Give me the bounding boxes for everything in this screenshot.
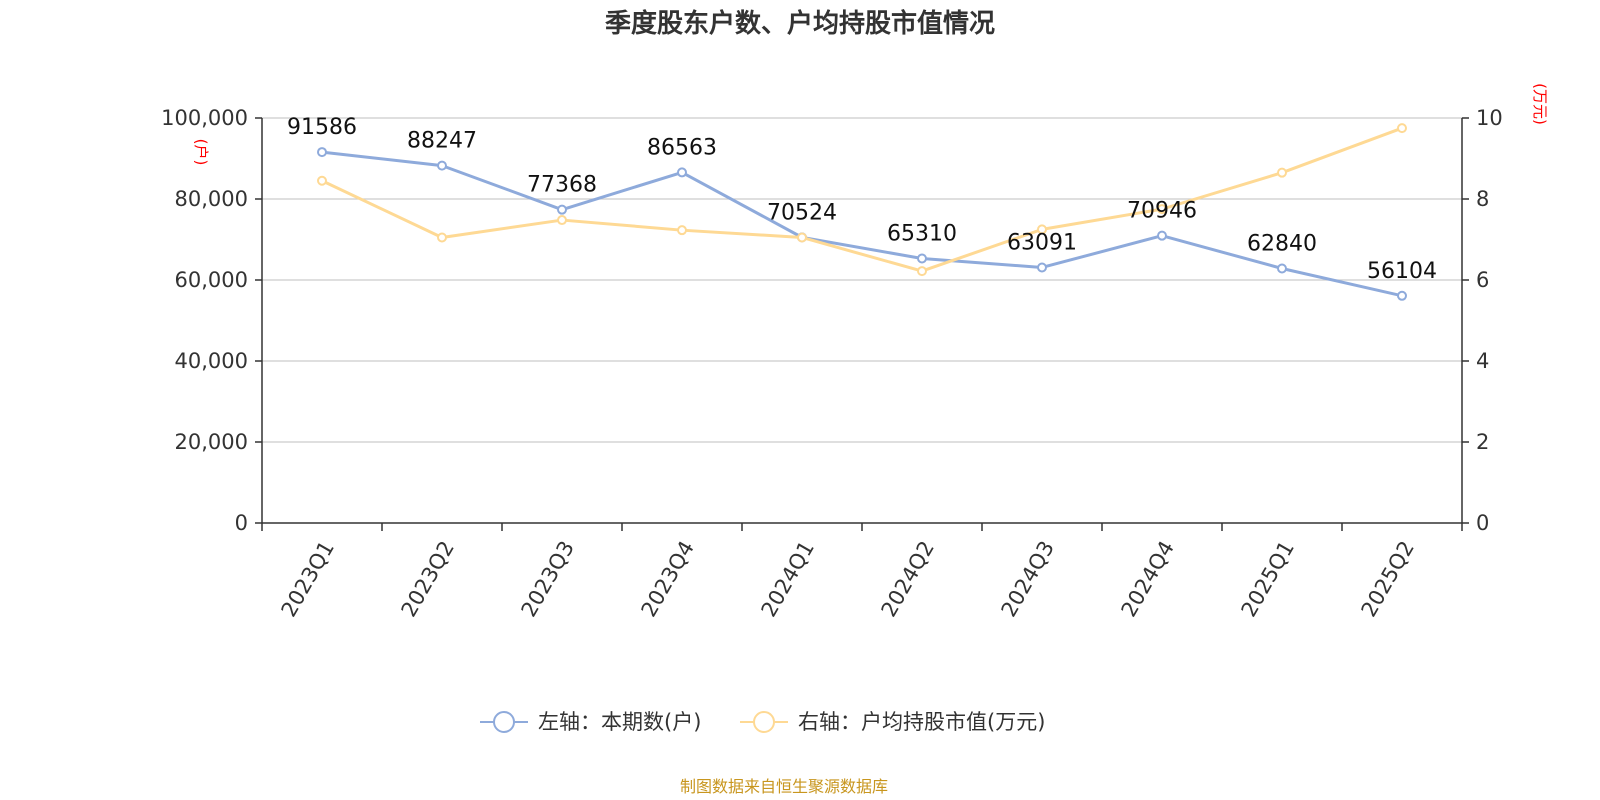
right-tick-label: 10 (1476, 106, 1503, 130)
legend[interactable]: 左轴：本期数(户) 右轴：户均持股市值(万元) (480, 710, 1045, 734)
right-axis-unit: (万元) (1531, 83, 1549, 125)
x-tick-label: 2023Q3 (517, 537, 579, 621)
legend-label: 左轴：本期数(户) (538, 710, 701, 734)
data-point[interactable] (1037, 262, 1047, 273)
data-label: 70946 (1127, 199, 1197, 224)
data-label: 70524 (767, 200, 837, 225)
series-path (321, 150, 1403, 298)
data-label: 62840 (1247, 231, 1317, 256)
chart-title: 季度股东户数、户均持股市值情况 (605, 8, 995, 39)
x-tick-label: 2025Q1 (1237, 537, 1299, 621)
legend-marker (493, 711, 515, 733)
right-tick-label: 0 (1476, 511, 1489, 535)
data-point[interactable] (1157, 204, 1167, 215)
data-point[interactable] (437, 232, 447, 243)
legend-label: 右轴：户均持股市值(万元) (798, 710, 1045, 734)
data-point[interactable] (917, 253, 927, 264)
data-point[interactable] (917, 266, 927, 277)
data-point[interactable] (557, 204, 567, 215)
x-tick-label: 2024Q4 (1117, 537, 1179, 621)
right-tick-label: 6 (1476, 268, 1489, 292)
left-tick-label: 80,000 (175, 187, 248, 211)
legend-marker (753, 711, 775, 733)
x-tick-label: 2024Q3 (997, 537, 1059, 621)
data-point[interactable] (797, 232, 807, 243)
data-label: 91586 (287, 115, 357, 140)
data-point[interactable] (1397, 290, 1407, 301)
data-labels: 91586 88247 77368 86563 70524 65310 63091 70946… (287, 115, 1437, 284)
data-label: 56104 (1367, 259, 1437, 284)
data-point[interactable] (437, 160, 447, 171)
data-point[interactable] (1277, 167, 1287, 178)
data-label: 63091 (1007, 230, 1077, 255)
x-tick-label: 2024Q1 (757, 537, 819, 621)
right-tick-label: 2 (1476, 430, 1489, 454)
data-point[interactable] (677, 167, 687, 178)
data-label: 88247 (407, 129, 477, 154)
x-tick-label: 2025Q2 (1357, 537, 1419, 621)
axes: 0 0 20,000 2 40,000 4 60,000 6 80,000 8 100,000 10 2… (161, 83, 1549, 621)
data-point[interactable] (317, 147, 327, 158)
left-tick-label: 20,000 (175, 430, 248, 454)
x-tick-label: 2023Q4 (637, 537, 699, 621)
data-point[interactable] (1277, 263, 1287, 274)
right-tick-label: 4 (1476, 349, 1489, 373)
source-note: 制图数据来自恒生聚源数据库 (680, 777, 888, 796)
x-tick-label: 2023Q1 (277, 537, 339, 621)
right-tick-label: 8 (1476, 187, 1489, 211)
data-point[interactable] (1037, 224, 1047, 235)
data-point[interactable] (677, 225, 687, 236)
data-point[interactable] (1157, 230, 1167, 241)
left-series-line (317, 147, 1407, 301)
series-path (321, 126, 1403, 273)
data-label: 86563 (647, 135, 717, 160)
data-label: 77368 (527, 173, 597, 198)
data-label: 65310 (887, 221, 957, 246)
data-point[interactable] (317, 175, 327, 186)
x-tick-label: 2024Q2 (877, 537, 939, 621)
data-point[interactable] (1397, 123, 1407, 134)
left-tick-label: 40,000 (175, 349, 248, 373)
left-tick-label: 60,000 (175, 268, 248, 292)
gridlines (262, 117, 1462, 443)
right-series-line (317, 123, 1407, 277)
x-tick-label: 2023Q2 (397, 537, 459, 621)
left-axis-unit: (户) (192, 139, 210, 166)
left-tick-label: 100,000 (161, 106, 248, 130)
data-point[interactable] (557, 215, 567, 226)
left-tick-label: 0 (235, 511, 248, 535)
